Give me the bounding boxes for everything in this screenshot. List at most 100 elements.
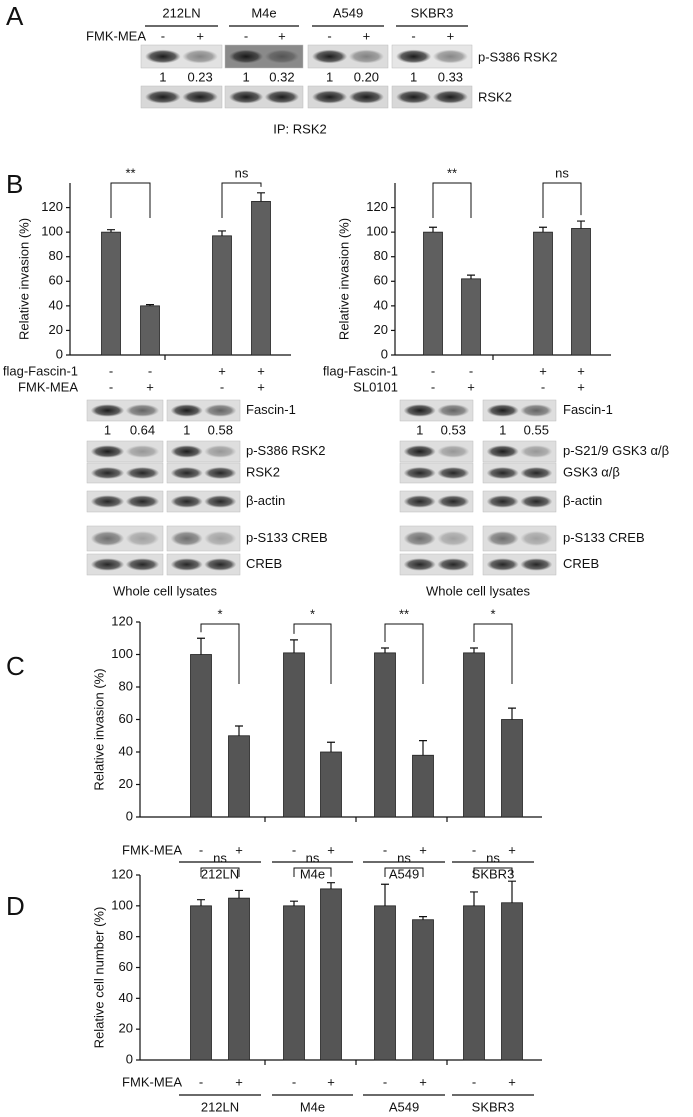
bar [228, 897, 250, 1061]
ratio: 1 [326, 69, 333, 84]
error-bar [327, 741, 335, 752]
group-label: A549 [389, 866, 419, 881]
blot-band [170, 467, 203, 479]
group-label: SKBR3 [472, 1099, 515, 1114]
blot-band [437, 404, 470, 417]
error-bar [508, 707, 516, 720]
blot-band [396, 90, 432, 104]
condition-sign: + [327, 842, 335, 857]
blot-band [403, 558, 436, 571]
ratio: 1 [410, 69, 417, 84]
blot-band [90, 445, 125, 458]
y-tick-label: 120 [41, 199, 63, 214]
significance-label: ns [306, 850, 320, 865]
y-tick-label: 120 [111, 866, 133, 881]
blot-band [182, 90, 218, 104]
blot-band [170, 531, 203, 546]
condition-sign: - [292, 842, 296, 857]
error-bar [235, 725, 243, 736]
treatment-label: FMK-MEA [86, 28, 146, 43]
treatment-sign: + [363, 28, 371, 43]
condition-sign: + [539, 363, 547, 378]
blot-band [348, 49, 384, 64]
significance-label: ** [447, 165, 457, 180]
significance-bracket [200, 623, 240, 684]
bar [501, 719, 523, 818]
blot-band [437, 445, 470, 458]
y-tick-label: 60 [374, 273, 388, 288]
blot-band [520, 495, 553, 508]
y-tick-label: 100 [41, 224, 63, 239]
blot-band [264, 90, 300, 104]
error-bar [107, 229, 115, 233]
condition-sign: - [431, 379, 435, 394]
error-bar [381, 883, 389, 906]
significance-bracket [432, 182, 472, 218]
blot-band [486, 531, 519, 546]
blot-band [403, 495, 436, 508]
error-bar [470, 891, 478, 906]
significance-label: ** [399, 606, 409, 621]
ratio: 0.64 [130, 422, 155, 437]
condition-sign: + [327, 1074, 335, 1089]
condition-sign: + [218, 363, 226, 378]
error-bar [290, 900, 298, 906]
blot-band [486, 495, 519, 508]
error-bar [381, 647, 389, 653]
error-bar [257, 192, 265, 202]
blot-band [437, 558, 470, 571]
significance-label: ns [235, 165, 249, 180]
bar [140, 305, 160, 356]
blot-band [125, 467, 160, 479]
y-axis-title: Relative cell number (%) [91, 907, 106, 1049]
y-tick-label: 20 [119, 776, 133, 791]
blot-label: GSK3 α/β [563, 464, 620, 479]
condition-sign: + [419, 842, 427, 857]
y-tick-label: 60 [49, 273, 63, 288]
blot-band [312, 90, 348, 104]
error-bar [429, 226, 437, 233]
blot-band [204, 445, 237, 458]
bar [423, 231, 443, 356]
y-tick-label: 80 [374, 248, 388, 263]
condition-sign: - [431, 363, 435, 378]
bar [228, 735, 250, 818]
panel-label: A [6, 1, 24, 31]
ratio: 1 [242, 69, 249, 84]
panel-label: D [6, 891, 25, 921]
treatment-sign: + [196, 28, 204, 43]
bar [412, 754, 434, 818]
significance-label: ns [213, 850, 227, 865]
blot-band [437, 531, 470, 546]
blot-label: β-actin [563, 493, 602, 508]
bar [251, 201, 271, 356]
blot-band [437, 495, 470, 508]
condition-sign: - [472, 842, 476, 857]
blot-band [520, 404, 553, 417]
group-label: A549 [389, 1099, 419, 1114]
blot-band [520, 558, 553, 571]
panel-label: B [6, 169, 23, 199]
ratio: 0.55 [524, 422, 549, 437]
blot-band [486, 467, 519, 479]
condition-sign: + [467, 379, 475, 394]
bar [101, 231, 121, 356]
blot-band [486, 558, 519, 571]
blot-label: p-S133 CREB [246, 530, 328, 545]
footnote: IP: RSK2 [273, 121, 326, 136]
blot-band [125, 558, 160, 571]
ratio: 1 [104, 422, 111, 437]
treatment-sign: + [447, 28, 455, 43]
condition-sign: - [109, 363, 113, 378]
blot-band [145, 90, 181, 104]
error-bar [218, 230, 226, 236]
blot-band [125, 531, 160, 546]
y-axis-title: Relative invasion (%) [91, 668, 106, 790]
blot-label: p-S386 RSK2 [478, 49, 558, 64]
condition-label: FMK-MEA [18, 379, 78, 394]
cell-line: 212LN [162, 5, 200, 20]
condition-sign: - [469, 363, 473, 378]
significance-label: * [490, 606, 495, 621]
footnote: Whole cell lysates [426, 583, 531, 598]
error-bar [290, 639, 298, 653]
